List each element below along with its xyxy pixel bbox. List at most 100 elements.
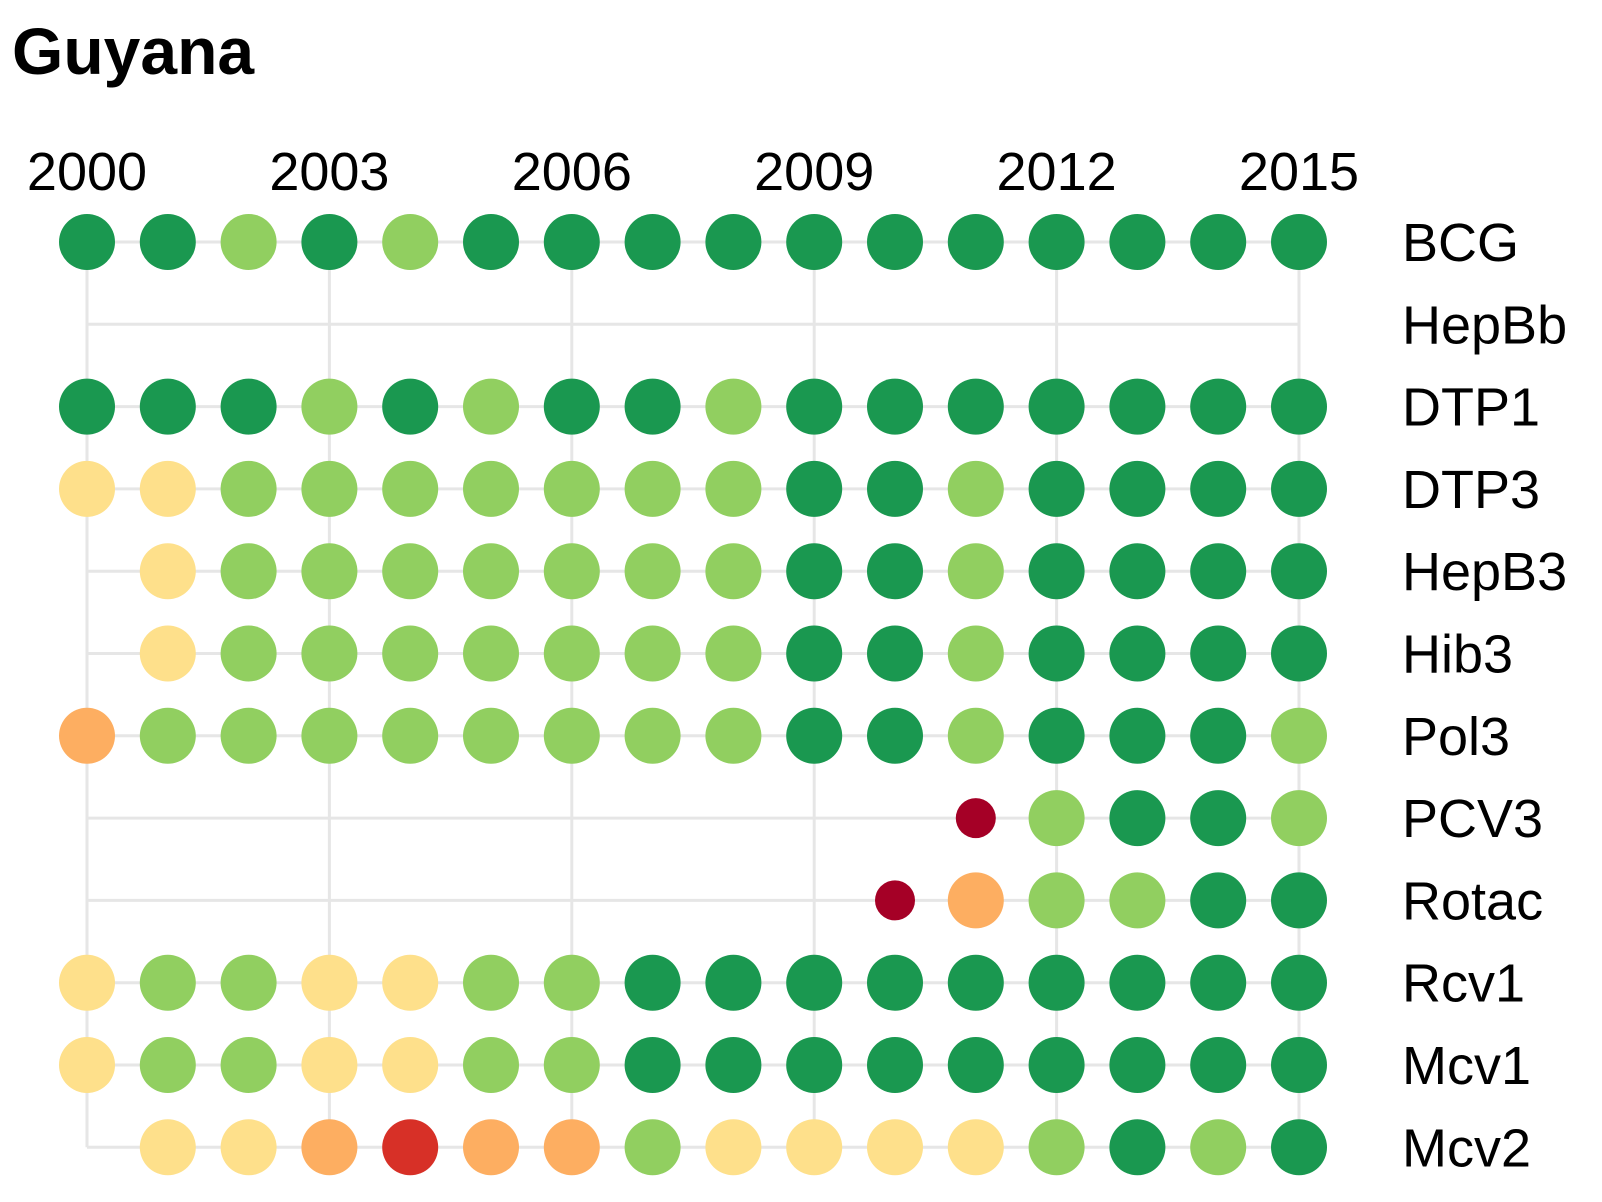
- data-dot: [301, 954, 358, 1011]
- data-dot: [875, 880, 915, 921]
- data-dot: [463, 625, 519, 682]
- data-dot: [947, 954, 1004, 1011]
- data-dot: [705, 625, 762, 682]
- data-dot: [624, 954, 681, 1011]
- row-label: Hib3: [1402, 625, 1513, 685]
- data-dot: [220, 543, 277, 600]
- data-dot: [463, 1037, 519, 1093]
- data-dot: [220, 460, 277, 517]
- data-dot: [301, 378, 358, 435]
- chart-title: Guyana: [12, 14, 255, 88]
- data-dot: [947, 543, 1004, 600]
- data-dot: [139, 1119, 196, 1176]
- data-dot: [220, 954, 277, 1011]
- data-dot: [947, 625, 1004, 682]
- data-dot: [1190, 214, 1247, 270]
- data-dot: [463, 707, 519, 764]
- data-dot: [624, 625, 681, 682]
- data-dot: [867, 378, 923, 435]
- data-dot: [543, 214, 600, 270]
- data-dot: [867, 625, 923, 682]
- data-dot: [1271, 790, 1327, 847]
- data-dot: [382, 214, 439, 270]
- data-dot: [786, 378, 843, 435]
- data-dot: [1028, 1119, 1085, 1176]
- data-dot: [59, 954, 115, 1011]
- data-dot: [59, 378, 115, 435]
- row-label: HepBb: [1402, 295, 1567, 355]
- x-tick-label: 2006: [512, 142, 632, 202]
- row-label: Rotac: [1402, 871, 1543, 931]
- data-dot: [139, 378, 196, 435]
- data-dot: [301, 543, 358, 600]
- data-dot: [59, 1037, 115, 1093]
- data-dot: [1109, 214, 1166, 270]
- data-dot: [867, 1119, 923, 1176]
- row-label: DTP1: [1402, 378, 1540, 438]
- data-dot: [955, 798, 996, 839]
- row-label: Mcv2: [1402, 1118, 1531, 1178]
- data-dots: [59, 214, 1327, 1176]
- data-dot: [543, 707, 600, 764]
- data-dot: [1271, 954, 1327, 1011]
- data-dot: [1109, 707, 1166, 764]
- data-dot: [220, 214, 277, 270]
- data-dot: [463, 378, 519, 435]
- data-dot: [1271, 707, 1327, 764]
- data-dot: [786, 543, 843, 600]
- data-dot: [463, 214, 519, 270]
- data-dot: [947, 378, 1004, 435]
- data-dot: [463, 1119, 519, 1176]
- data-dot: [1028, 954, 1085, 1011]
- data-dot: [220, 1037, 277, 1093]
- data-dot: [786, 954, 843, 1011]
- data-dot: [301, 707, 358, 764]
- data-dot: [1190, 378, 1247, 435]
- data-dot: [1190, 790, 1247, 847]
- data-dot: [139, 625, 196, 682]
- data-dot: [867, 1037, 923, 1093]
- data-dot: [382, 625, 439, 682]
- data-dot: [1190, 954, 1247, 1011]
- data-dot: [947, 1037, 1004, 1093]
- data-dot: [1190, 460, 1247, 517]
- data-dot: [463, 460, 519, 517]
- data-dot: [1028, 460, 1085, 517]
- data-dot: [705, 214, 762, 270]
- data-dot: [543, 1119, 600, 1176]
- data-dot: [947, 1119, 1004, 1176]
- data-dot: [59, 707, 115, 764]
- data-dot: [624, 707, 681, 764]
- data-dot: [463, 954, 519, 1011]
- data-dot: [705, 1119, 762, 1176]
- data-dot: [1109, 1119, 1166, 1176]
- data-dot: [1271, 1119, 1327, 1176]
- data-dot: [1109, 1037, 1166, 1093]
- data-dot: [382, 1037, 439, 1093]
- x-tick-label: 2000: [27, 142, 147, 202]
- data-dot: [1109, 954, 1166, 1011]
- data-dot: [867, 543, 923, 600]
- data-dot: [624, 214, 681, 270]
- data-dot: [1028, 872, 1085, 929]
- data-dot: [1271, 543, 1327, 600]
- data-dot: [543, 625, 600, 682]
- data-dot: [1109, 790, 1166, 847]
- data-dot: [947, 872, 1004, 929]
- data-dot: [1028, 214, 1085, 270]
- data-dot: [301, 625, 358, 682]
- data-dot: [382, 460, 439, 517]
- row-labels: BCG HepBb DTP1 DTP3 HepB3 Hib3 Pol3 PCV3 Rotac Rc…: [1402, 213, 1567, 1178]
- data-dot: [220, 707, 277, 764]
- data-dot: [59, 460, 115, 517]
- data-dot: [624, 378, 681, 435]
- data-dot: [139, 707, 196, 764]
- data-dot: [139, 543, 196, 600]
- data-dot: [301, 460, 358, 517]
- data-dot: [543, 543, 600, 600]
- data-dot: [624, 1119, 681, 1176]
- x-tick-label: 2003: [269, 142, 389, 202]
- data-dot: [1190, 625, 1247, 682]
- row-label: BCG: [1402, 213, 1519, 273]
- data-dot: [301, 1037, 358, 1093]
